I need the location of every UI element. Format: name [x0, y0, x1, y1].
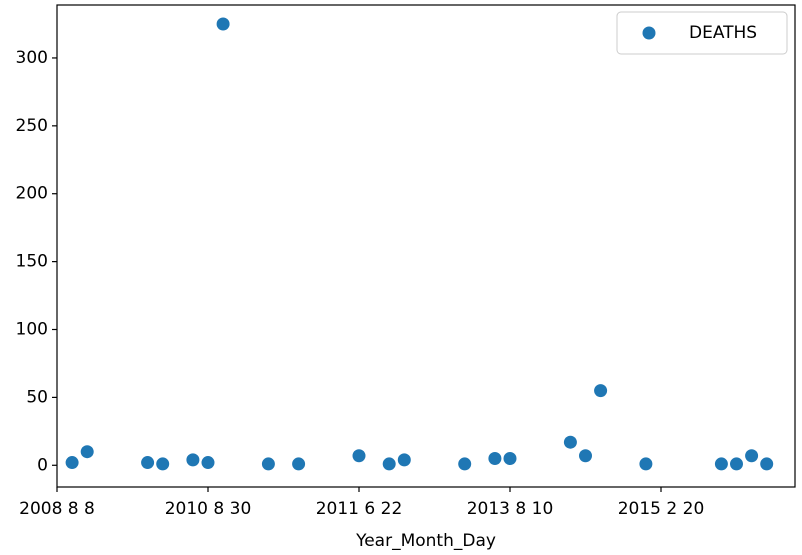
- point: [216, 17, 230, 31]
- point: [760, 457, 774, 471]
- point: [141, 456, 155, 470]
- point: [156, 457, 170, 471]
- legend-label: DEATHS: [689, 23, 757, 43]
- point: [352, 449, 366, 463]
- point: [488, 451, 502, 465]
- point: [563, 435, 577, 449]
- x-tick-label: 2008 8 8: [19, 499, 95, 519]
- point: [730, 457, 743, 471]
- point: [186, 453, 200, 467]
- point: [639, 457, 653, 471]
- y-tick-label: 300: [16, 48, 48, 68]
- plot-frame: [56, 4, 796, 488]
- y-tick-label: 0: [37, 455, 48, 475]
- point: [382, 457, 396, 471]
- legend-marker: [642, 26, 656, 40]
- legend-box: [616, 11, 788, 55]
- y-tick-label: 250: [16, 116, 48, 136]
- y-tick-label: 200: [16, 184, 48, 204]
- point: [397, 453, 411, 467]
- point: [201, 456, 215, 470]
- x-tick-label: 2011 6 22: [316, 499, 403, 519]
- point: [65, 456, 79, 470]
- y-tick-label: 100: [16, 320, 48, 340]
- point: [503, 451, 517, 465]
- x-tick-label: 2015 2 20: [618, 499, 705, 519]
- point: [714, 457, 728, 471]
- point: [458, 457, 472, 471]
- y-tick-label: 50: [26, 387, 48, 407]
- point: [292, 457, 306, 471]
- point: [594, 384, 608, 398]
- point: [80, 445, 94, 459]
- x-axis-label: Year_Month_Day: [355, 531, 496, 551]
- point: [745, 449, 759, 463]
- point: [579, 449, 592, 463]
- y-tick-label: 150: [16, 252, 48, 272]
- point: [261, 457, 275, 471]
- x-tick-label: 2010 8 30: [165, 499, 252, 519]
- x-tick-label: 2013 8 10: [467, 499, 554, 519]
